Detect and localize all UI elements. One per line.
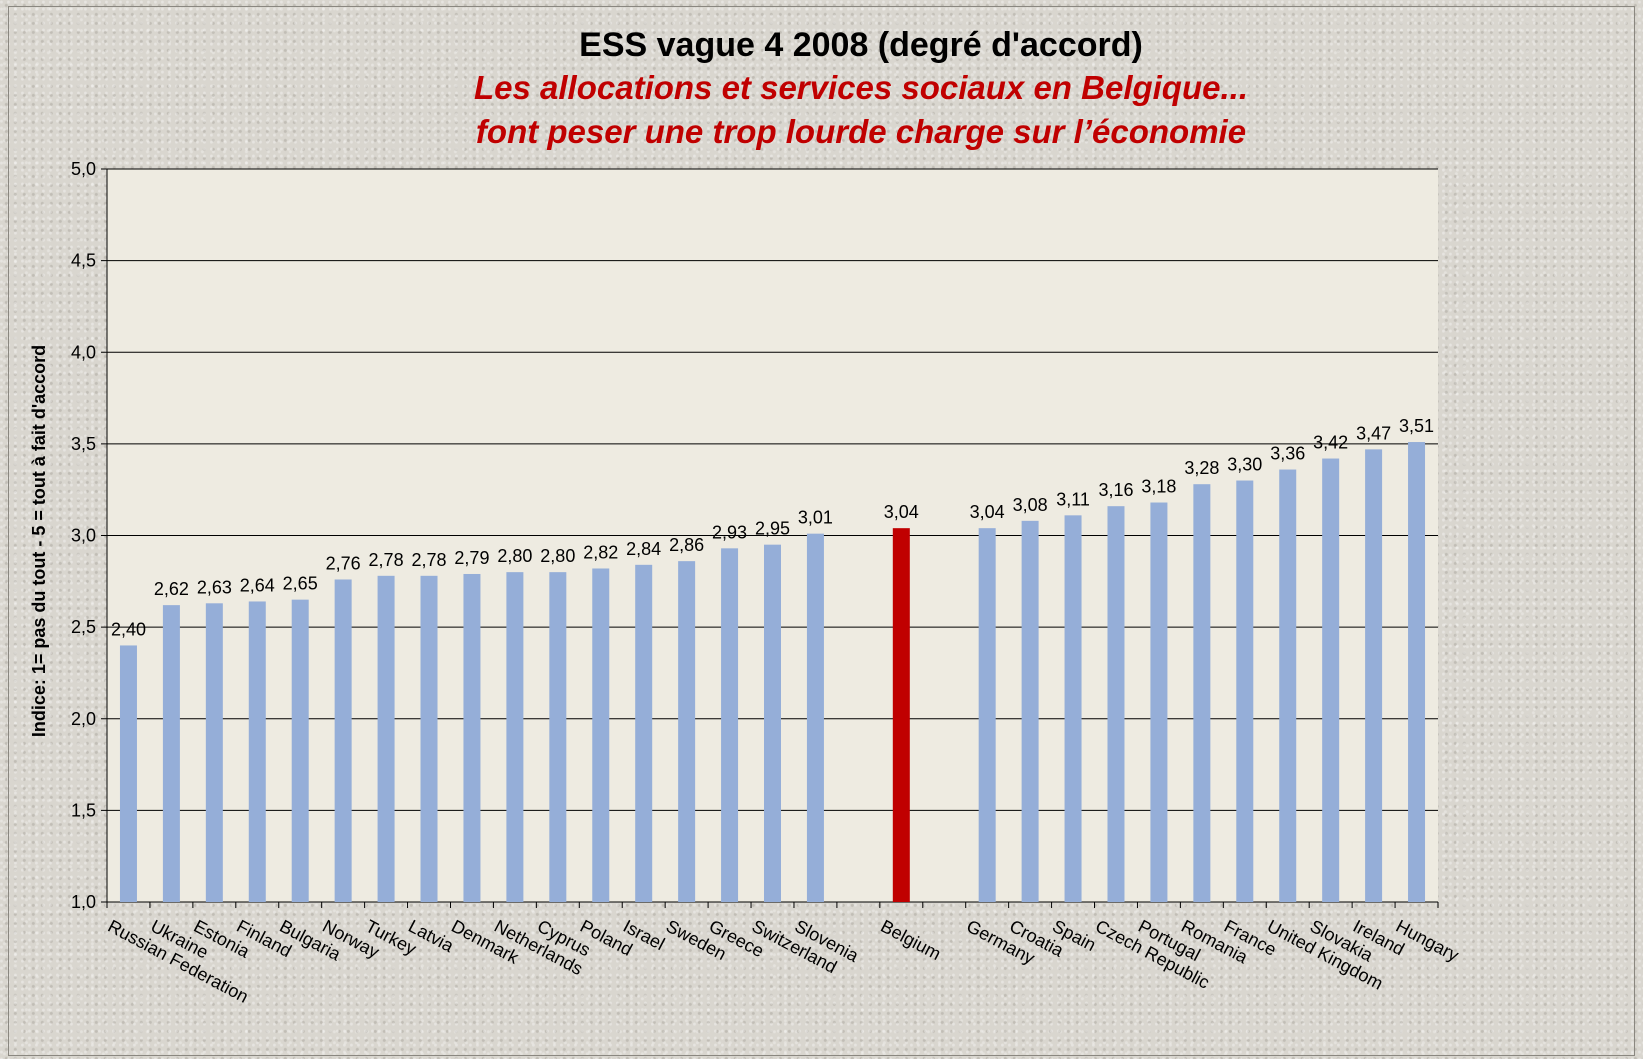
data-label: 3,04 xyxy=(970,502,1005,522)
y-axis-title: Indice: 1= pas du tout - 5 = tout à fait… xyxy=(29,345,49,737)
data-label: 2,84 xyxy=(626,539,661,559)
bar xyxy=(1365,449,1383,902)
bar xyxy=(248,601,266,902)
bar xyxy=(463,573,481,902)
bar xyxy=(1021,520,1039,902)
bar xyxy=(1279,469,1297,902)
data-label: 2,80 xyxy=(497,546,532,566)
bar xyxy=(764,544,781,902)
bar xyxy=(334,579,352,902)
data-label: 2,64 xyxy=(240,575,275,595)
data-label: 2,80 xyxy=(540,546,575,566)
data-label: 3,30 xyxy=(1227,455,1262,475)
data-label: 3,47 xyxy=(1356,423,1391,443)
chart-subtitle-line-1: Les allocations et services sociaux en B… xyxy=(474,69,1248,106)
bar xyxy=(1064,515,1082,902)
data-label: 3,04 xyxy=(884,502,919,522)
y-tick-label: 4,5 xyxy=(71,251,96,271)
y-tick-label: 3,5 xyxy=(71,434,96,454)
chart-title: ESS vague 4 2008 (degré d'accord) xyxy=(579,26,1143,64)
data-label: 3,18 xyxy=(1141,477,1176,497)
data-label: 2,95 xyxy=(755,519,790,539)
bar xyxy=(1107,506,1125,902)
data-label: 2,78 xyxy=(411,550,446,570)
bar xyxy=(806,533,824,902)
data-label: 2,93 xyxy=(712,522,747,542)
bar xyxy=(1236,480,1254,902)
data-label: 3,42 xyxy=(1313,433,1348,453)
data-label: 3,28 xyxy=(1184,458,1219,478)
data-label: 3,11 xyxy=(1056,489,1090,509)
y-tick-label: 1,0 xyxy=(71,892,96,912)
data-label: 2,82 xyxy=(583,542,618,562)
data-label: 2,78 xyxy=(369,550,404,570)
y-tick-label: 4,0 xyxy=(71,342,96,362)
data-label: 3,08 xyxy=(1013,495,1048,515)
data-label: 3,51 xyxy=(1399,416,1434,436)
bar xyxy=(635,564,653,902)
y-tick-label: 3,0 xyxy=(71,526,96,546)
data-label: 2,62 xyxy=(154,579,189,599)
y-tick-label: 2,5 xyxy=(71,617,96,637)
data-label: 3,36 xyxy=(1270,444,1305,464)
bar xyxy=(678,561,696,902)
bar xyxy=(721,548,739,902)
bar-highlight xyxy=(892,528,910,902)
bar xyxy=(377,575,395,902)
chart-frame xyxy=(8,6,1635,1056)
bar xyxy=(978,528,996,902)
chart-subtitle-line-2: font peser une trop lourde charge sur l’… xyxy=(476,113,1246,150)
bar xyxy=(549,572,567,902)
bar xyxy=(1193,484,1211,902)
bar xyxy=(506,572,524,902)
data-label: 2,86 xyxy=(669,535,704,555)
data-label: 3,01 xyxy=(798,508,833,528)
data-label: 2,40 xyxy=(111,619,146,639)
x-category-label: Belgium xyxy=(877,916,944,964)
y-tick-label: 1,5 xyxy=(71,800,96,820)
data-label: 2,63 xyxy=(197,577,232,597)
data-label: 2,79 xyxy=(454,548,489,568)
data-label: 3,16 xyxy=(1098,480,1133,500)
bar xyxy=(291,599,309,902)
bar xyxy=(1408,442,1426,902)
data-label: 2,65 xyxy=(283,574,318,594)
data-label: 2,76 xyxy=(326,553,361,573)
bar xyxy=(205,603,223,902)
bar xyxy=(420,575,438,902)
bar xyxy=(1150,502,1168,902)
bar xyxy=(119,645,137,902)
y-tick-label: 5,0 xyxy=(71,159,96,179)
bar xyxy=(1322,458,1340,902)
y-tick-label: 2,0 xyxy=(71,709,96,729)
bar xyxy=(162,605,180,902)
bar xyxy=(592,568,610,902)
